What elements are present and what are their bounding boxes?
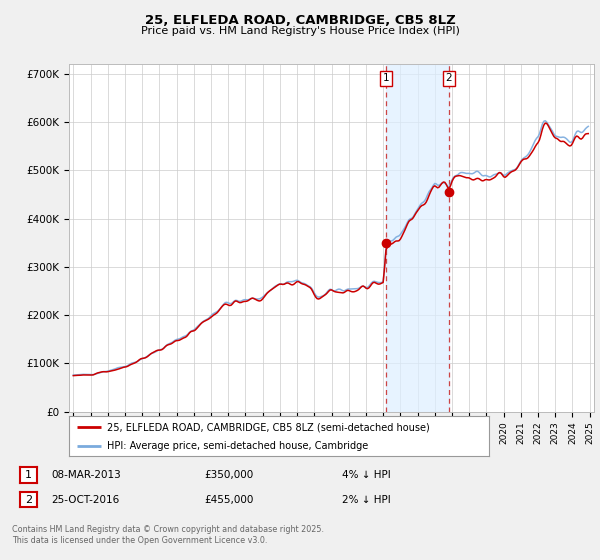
Text: 1: 1 [383,73,389,83]
Bar [386,64,449,412]
Text: 2: 2 [25,494,32,505]
Text: 25-OCT-2016: 25-OCT-2016 [51,494,119,505]
Text: 25, ELFLEDA ROAD, CAMBRIDGE, CB5 8LZ (semi-detached house): 25, ELFLEDA ROAD, CAMBRIDGE, CB5 8LZ (se… [107,422,430,432]
Text: £455,000: £455,000 [204,494,253,505]
Text: £350,000: £350,000 [204,470,253,480]
Text: 2: 2 [445,73,452,83]
Text: 2% ↓ HPI: 2% ↓ HPI [342,494,391,505]
Text: 25, ELFLEDA ROAD, CAMBRIDGE, CB5 8LZ: 25, ELFLEDA ROAD, CAMBRIDGE, CB5 8LZ [145,14,455,27]
Text: 1: 1 [25,470,32,480]
Text: 4% ↓ HPI: 4% ↓ HPI [342,470,391,480]
Text: Contains HM Land Registry data © Crown copyright and database right 2025.
This d: Contains HM Land Registry data © Crown c… [12,525,324,545]
Text: HPI: Average price, semi-detached house, Cambridge: HPI: Average price, semi-detached house,… [107,441,368,451]
Text: Price paid vs. HM Land Registry's House Price Index (HPI): Price paid vs. HM Land Registry's House … [140,26,460,36]
Text: 08-MAR-2013: 08-MAR-2013 [51,470,121,480]
